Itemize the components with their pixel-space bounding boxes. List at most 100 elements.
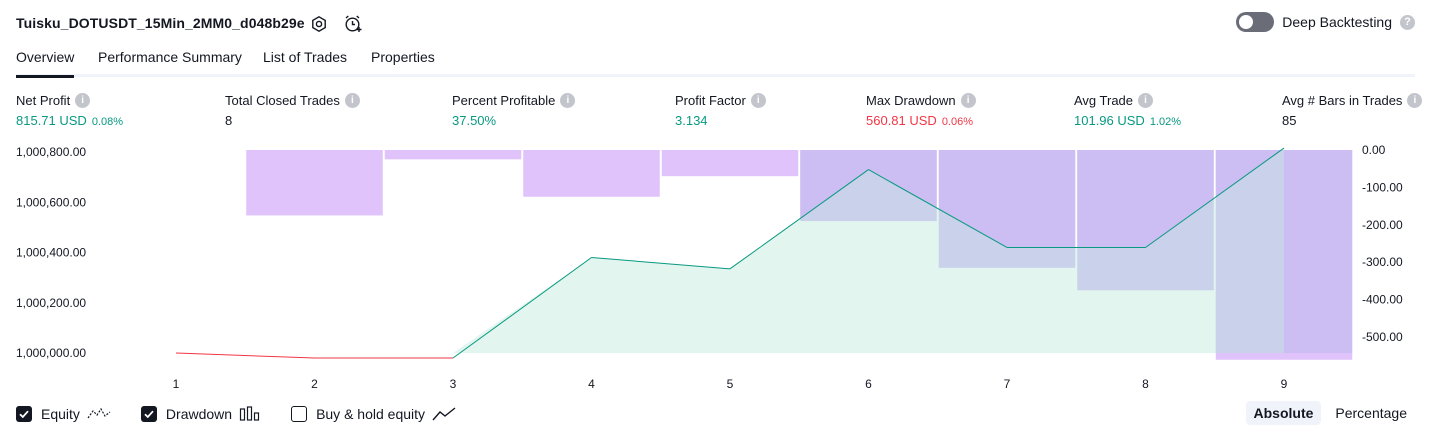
metric-label: Avg # Bars in Trades [1282, 93, 1403, 108]
drawdown-bar [523, 150, 660, 197]
x-tick-label: 2 [311, 377, 318, 391]
help-icon[interactable]: ? [1400, 14, 1415, 30]
right-tick-label: -200.00 [1362, 218, 1403, 232]
x-tick-label: 5 [727, 377, 734, 391]
legend-drawdown[interactable]: Drawdown [140, 406, 261, 422]
info-icon[interactable]: i [75, 93, 91, 108]
settings-icon[interactable] [308, 13, 330, 35]
legend-equity[interactable]: Equity [16, 406, 111, 422]
right-tick-label: -500.00 [1362, 330, 1403, 344]
metric-value: 85 [1282, 113, 1297, 128]
bar-chart-icon [239, 406, 261, 422]
info-icon[interactable]: i [560, 93, 576, 108]
metric-label: Max Drawdown [866, 93, 956, 108]
metric-value: 101.96 USD [1074, 113, 1145, 128]
info-icon[interactable]: i [1407, 93, 1423, 108]
equity-chart: 1,000,000.00 1,000,200.00 1,000,400.00 1,00… [16, 143, 1403, 391]
metric-value: 815.71 USD [16, 113, 87, 128]
right-tick-label: 0.00 [1362, 143, 1386, 157]
metric-avg-trade: Avg Trade i 101.96 USD 1.02% [1074, 93, 1181, 128]
trend-line-icon [432, 406, 456, 422]
info-icon[interactable]: i [1138, 93, 1154, 108]
metric-value: 560.81 USD [866, 113, 937, 128]
info-icon[interactable]: i [960, 93, 976, 108]
x-tick-label: 1 [173, 377, 180, 391]
deep-backtesting-label: Deep Backtesting [1282, 14, 1392, 30]
legend-drawdown-label: Drawdown [165, 406, 233, 422]
metric-total-closed-trades: Total Closed Trades i 8 [225, 93, 360, 128]
equity-checkbox[interactable] [16, 406, 32, 422]
equity-segment [868, 169, 1008, 248]
left-axis: 1,000,000.00 1,000,200.00 1,000,400.00 1,00… [16, 145, 86, 360]
legend-buy-hold-label: Buy & hold equity [316, 406, 426, 422]
tab-bar: Overview Performance Summary List of Tra… [16, 46, 1415, 78]
metric-label: Net Profit [16, 93, 71, 108]
equity-area-fill [453, 148, 1284, 353]
metric-value: 8 [225, 113, 233, 128]
overlap-tint [938, 150, 1076, 268]
right-tick-label: -400.00 [1362, 293, 1403, 307]
info-icon[interactable]: i [750, 93, 766, 108]
percentage-button[interactable]: Percentage [1335, 405, 1407, 421]
x-tick-label: 4 [588, 377, 595, 391]
overlap-tint [800, 150, 937, 222]
metrics-row: Net Profit i 815.71 USD 0.08% Total Closed… [16, 93, 1423, 133]
left-tick-label: 1,000,200.00 [16, 296, 86, 310]
add-alert-icon[interactable] [342, 13, 364, 35]
left-tick-label: 1,000,000.00 [16, 346, 86, 360]
metric-label: Profit Factor [675, 93, 746, 108]
equity-segment [729, 169, 869, 270]
strategy-title: Tuisku_DOTUSDT_15Min_2MM0_d048b29e [16, 15, 305, 31]
equity-line-icon [87, 406, 111, 422]
metric-value: 37.50% [452, 113, 497, 128]
metric-label: Percent Profitable [452, 93, 556, 108]
scale-mode: Absolute Percentage [1245, 401, 1416, 425]
drawdown-bar [246, 150, 383, 216]
equity-segment [591, 257, 731, 270]
drawdown-bar [661, 150, 799, 177]
metric-percent: 1.02% [1149, 116, 1182, 128]
deep-backtesting-toggle[interactable] [1236, 12, 1275, 32]
tab-properties[interactable]: Properties [371, 49, 435, 65]
toggle-knob [1239, 15, 1254, 29]
x-tick-label: 3 [450, 377, 457, 391]
equity-segment [175, 352, 315, 359]
metric-percent-profitable: Percent Profitable i 37.50% [452, 93, 576, 128]
legend-buy-hold[interactable]: Buy & hold equity [291, 406, 456, 422]
equity-segment [452, 257, 592, 359]
tab-list-of-trades[interactable]: List of Trades [263, 49, 348, 65]
metric-avg-bars: Avg # Bars in Trades i 85 [1282, 93, 1423, 128]
equity-line [175, 147, 1285, 359]
x-tick-label: 8 [1142, 377, 1149, 391]
strategy-header: Tuisku_DOTUSDT_15Min_2MM0_d048b29e Deep … [16, 12, 1415, 36]
metric-value: 3.134 [675, 113, 708, 128]
metric-percent: 0.06% [941, 116, 974, 128]
overlap-tint [1215, 150, 1353, 353]
metric-net-profit: Net Profit i 815.71 USD 0.08% [16, 93, 123, 128]
x-tick-label: 7 [1004, 377, 1011, 391]
left-tick-label: 1,000,800.00 [16, 145, 86, 159]
right-tick-label: -100.00 [1362, 180, 1403, 194]
x-axis: 1 2 3 4 5 6 7 8 9 [173, 377, 1288, 391]
tab-performance-summary[interactable]: Performance Summary [98, 49, 242, 65]
equity-area [453, 148, 1353, 353]
info-icon[interactable]: i [344, 93, 360, 108]
drawdown-checkbox[interactable] [140, 406, 157, 422]
metric-label: Avg Trade [1074, 93, 1134, 108]
equity-segment [1145, 147, 1285, 248]
chart-legend: Equity Drawdown Buy & hold equity [16, 403, 486, 425]
drawdown-bar [384, 150, 522, 160]
right-tick-label: -300.00 [1362, 255, 1403, 269]
metric-label: Total Closed Trades [225, 93, 340, 108]
x-tick-label: 6 [865, 377, 872, 391]
overlap-tint [1077, 150, 1214, 291]
buy-hold-checkbox[interactable] [291, 406, 308, 422]
tab-overview[interactable]: Overview [16, 49, 75, 78]
absolute-button[interactable]: Absolute [1245, 401, 1322, 425]
deep-backtesting: Deep Backtesting ? [1236, 12, 1415, 32]
metric-profit-factor: Profit Factor i 3.134 [675, 93, 766, 128]
x-tick-label: 9 [1281, 377, 1288, 391]
metric-percent: 0.08% [91, 116, 124, 128]
left-tick-label: 1,000,400.00 [16, 246, 86, 260]
legend-equity-label: Equity [41, 406, 80, 422]
